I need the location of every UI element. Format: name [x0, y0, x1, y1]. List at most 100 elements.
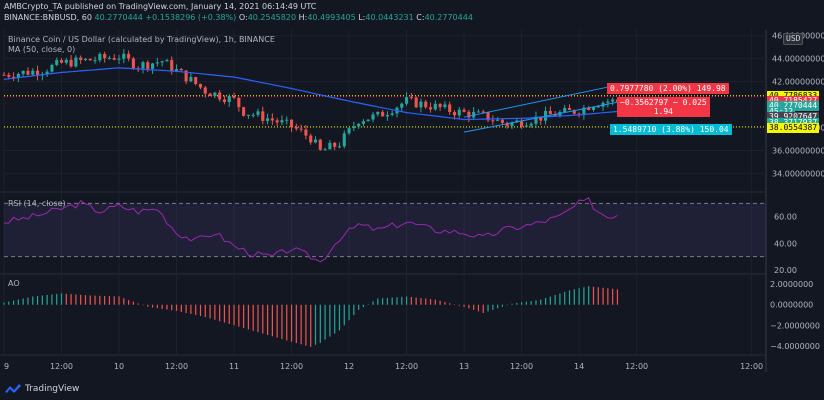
ao-bar	[271, 304, 273, 337]
ao-bar	[243, 304, 245, 329]
ao-bar	[425, 298, 427, 305]
ao-bar	[214, 304, 216, 320]
candle-body	[122, 53, 126, 59]
ao-bar	[477, 304, 480, 312]
candle-body	[467, 111, 471, 118]
ao-bar	[118, 296, 120, 305]
ao-bar	[367, 304, 369, 305]
price-tag: 40.2770444	[767, 101, 820, 112]
candle-body	[524, 125, 528, 127]
time-axis-label: 12:00	[625, 362, 648, 371]
candle-body	[304, 129, 308, 136]
ao-bar	[511, 303, 513, 305]
candle-body	[419, 101, 423, 108]
currency-button[interactable]: USD	[783, 33, 804, 45]
time-axis-label: 14	[574, 362, 584, 371]
footer-branding[interactable]: TradingView	[4, 383, 79, 395]
chart-title: Binance Coin / US Dollar (calculated by …	[8, 35, 275, 44]
rsi-legend[interactable]: RSI (14, close)	[8, 199, 66, 208]
time-axis-label: 12:00	[510, 362, 533, 371]
ao-legend[interactable]: AO	[8, 279, 20, 288]
candle-body	[194, 77, 198, 84]
candle-body	[328, 142, 332, 150]
ao-bar	[434, 299, 436, 305]
ao-bar	[27, 297, 29, 305]
price-change: +0.1538296 (+0.38%)	[145, 13, 237, 22]
time-axis-label: 12:00	[165, 362, 188, 371]
candle-body	[611, 99, 615, 102]
candle-body	[313, 139, 318, 143]
ao-bar	[324, 304, 326, 340]
ao-bar	[137, 303, 139, 305]
ma-legend[interactable]: MA (50, close, 0)	[8, 45, 76, 54]
ao-bar	[616, 289, 619, 305]
ao-bar	[295, 304, 297, 344]
ao-bar	[382, 298, 384, 305]
candle-body	[21, 70, 25, 74]
ao-bar	[104, 295, 106, 305]
time-axis-label: 12:00	[50, 362, 73, 371]
candle-body	[93, 60, 97, 62]
candle-body	[179, 68, 183, 71]
price-axis-label: 44.00000000	[772, 55, 824, 64]
candle-body	[246, 114, 250, 116]
candle-body	[74, 57, 78, 67]
ao-bar	[578, 288, 580, 305]
candle-body	[79, 57, 83, 60]
measure-red-text: 0.7977780 (2.00%) 149.98	[610, 84, 726, 93]
candle-body	[12, 76, 16, 78]
candle-body	[400, 103, 404, 108]
ao-bar	[22, 298, 24, 305]
ao-bar	[228, 304, 230, 324]
ao-bar	[607, 288, 609, 305]
ao-bar	[195, 304, 197, 316]
candle-body	[151, 63, 155, 69]
ao-bar	[65, 293, 67, 305]
candle-body	[486, 112, 490, 121]
candle-body	[16, 73, 20, 78]
high-label: H:	[298, 13, 308, 22]
price-axis-label: 36.00000000	[772, 146, 824, 155]
ao-bar	[36, 295, 39, 305]
ao-bar	[338, 304, 341, 331]
ao-bar	[520, 302, 523, 305]
candle-body	[520, 120, 524, 127]
ao-bar	[583, 287, 585, 305]
ao-bar	[247, 304, 250, 330]
ao-bar	[554, 294, 556, 305]
publish-line: AMBCrypto_TA published on TradingView.co…	[4, 2, 317, 11]
ao-bar	[482, 304, 484, 313]
candle-body	[438, 103, 442, 108]
ao-bar	[463, 304, 465, 307]
candle-body	[88, 58, 92, 61]
channel-line	[463, 84, 618, 118]
ao-bar	[238, 304, 240, 327]
candle-body	[242, 107, 246, 116]
candle-body	[69, 59, 73, 67]
candle-body	[270, 118, 274, 121]
ao-bar	[358, 304, 360, 310]
ao-bar	[190, 304, 192, 314]
candle-body	[491, 120, 495, 122]
candle-body	[405, 97, 409, 104]
ao-bar	[329, 304, 331, 337]
ao-bar	[175, 304, 178, 311]
ao-bar	[506, 304, 508, 306]
ao-bar	[353, 304, 355, 316]
symbol-label: BINANCE:BNBUSD, 60	[4, 13, 92, 22]
ao-bar	[429, 299, 432, 305]
ao-bar	[602, 287, 604, 305]
candle-body	[318, 139, 322, 150]
ao-bar	[362, 304, 365, 308]
price-axis-label: 42.00000000	[772, 78, 824, 87]
ao-bar	[219, 304, 221, 322]
candle-body	[366, 119, 370, 122]
candle-body	[232, 95, 236, 98]
candle-body	[452, 112, 457, 116]
candle-body	[170, 60, 174, 71]
ao-bar	[12, 300, 15, 305]
price-axis-label: 34.00000000	[772, 169, 824, 178]
ao-bar	[564, 291, 566, 305]
ao-bar	[568, 290, 571, 305]
